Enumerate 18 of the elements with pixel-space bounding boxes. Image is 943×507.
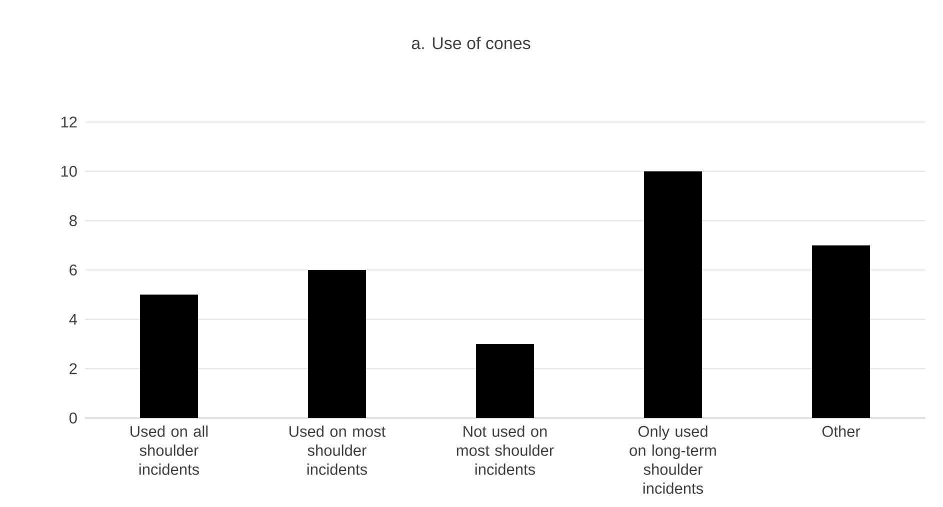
bar <box>812 245 870 418</box>
x-tick-label: Used on most shoulder incidents <box>290 426 386 475</box>
bar <box>308 270 366 418</box>
x-tick-label: Not used on most shoulder incidents <box>456 426 554 475</box>
chart-title: a. Use of cones <box>412 36 530 50</box>
x-tick-label: Other <box>822 426 860 437</box>
x-tick-label: Used on all shoulder incidents <box>130 426 208 475</box>
y-tick-label: 8 <box>70 215 77 226</box>
y-tick-label: 10 <box>61 166 77 177</box>
bar <box>140 294 198 418</box>
y-tick-label: 12 <box>61 116 77 128</box>
bar <box>476 344 534 418</box>
x-tick-label: Only used on long-term shoulder incidents <box>630 426 716 494</box>
bar <box>644 171 702 418</box>
y-tick-label: 2 <box>70 363 77 374</box>
y-tick-label: 6 <box>70 264 77 276</box>
y-tick-label: 0 <box>69 412 77 424</box>
y-tick-label: 4 <box>69 314 78 325</box>
